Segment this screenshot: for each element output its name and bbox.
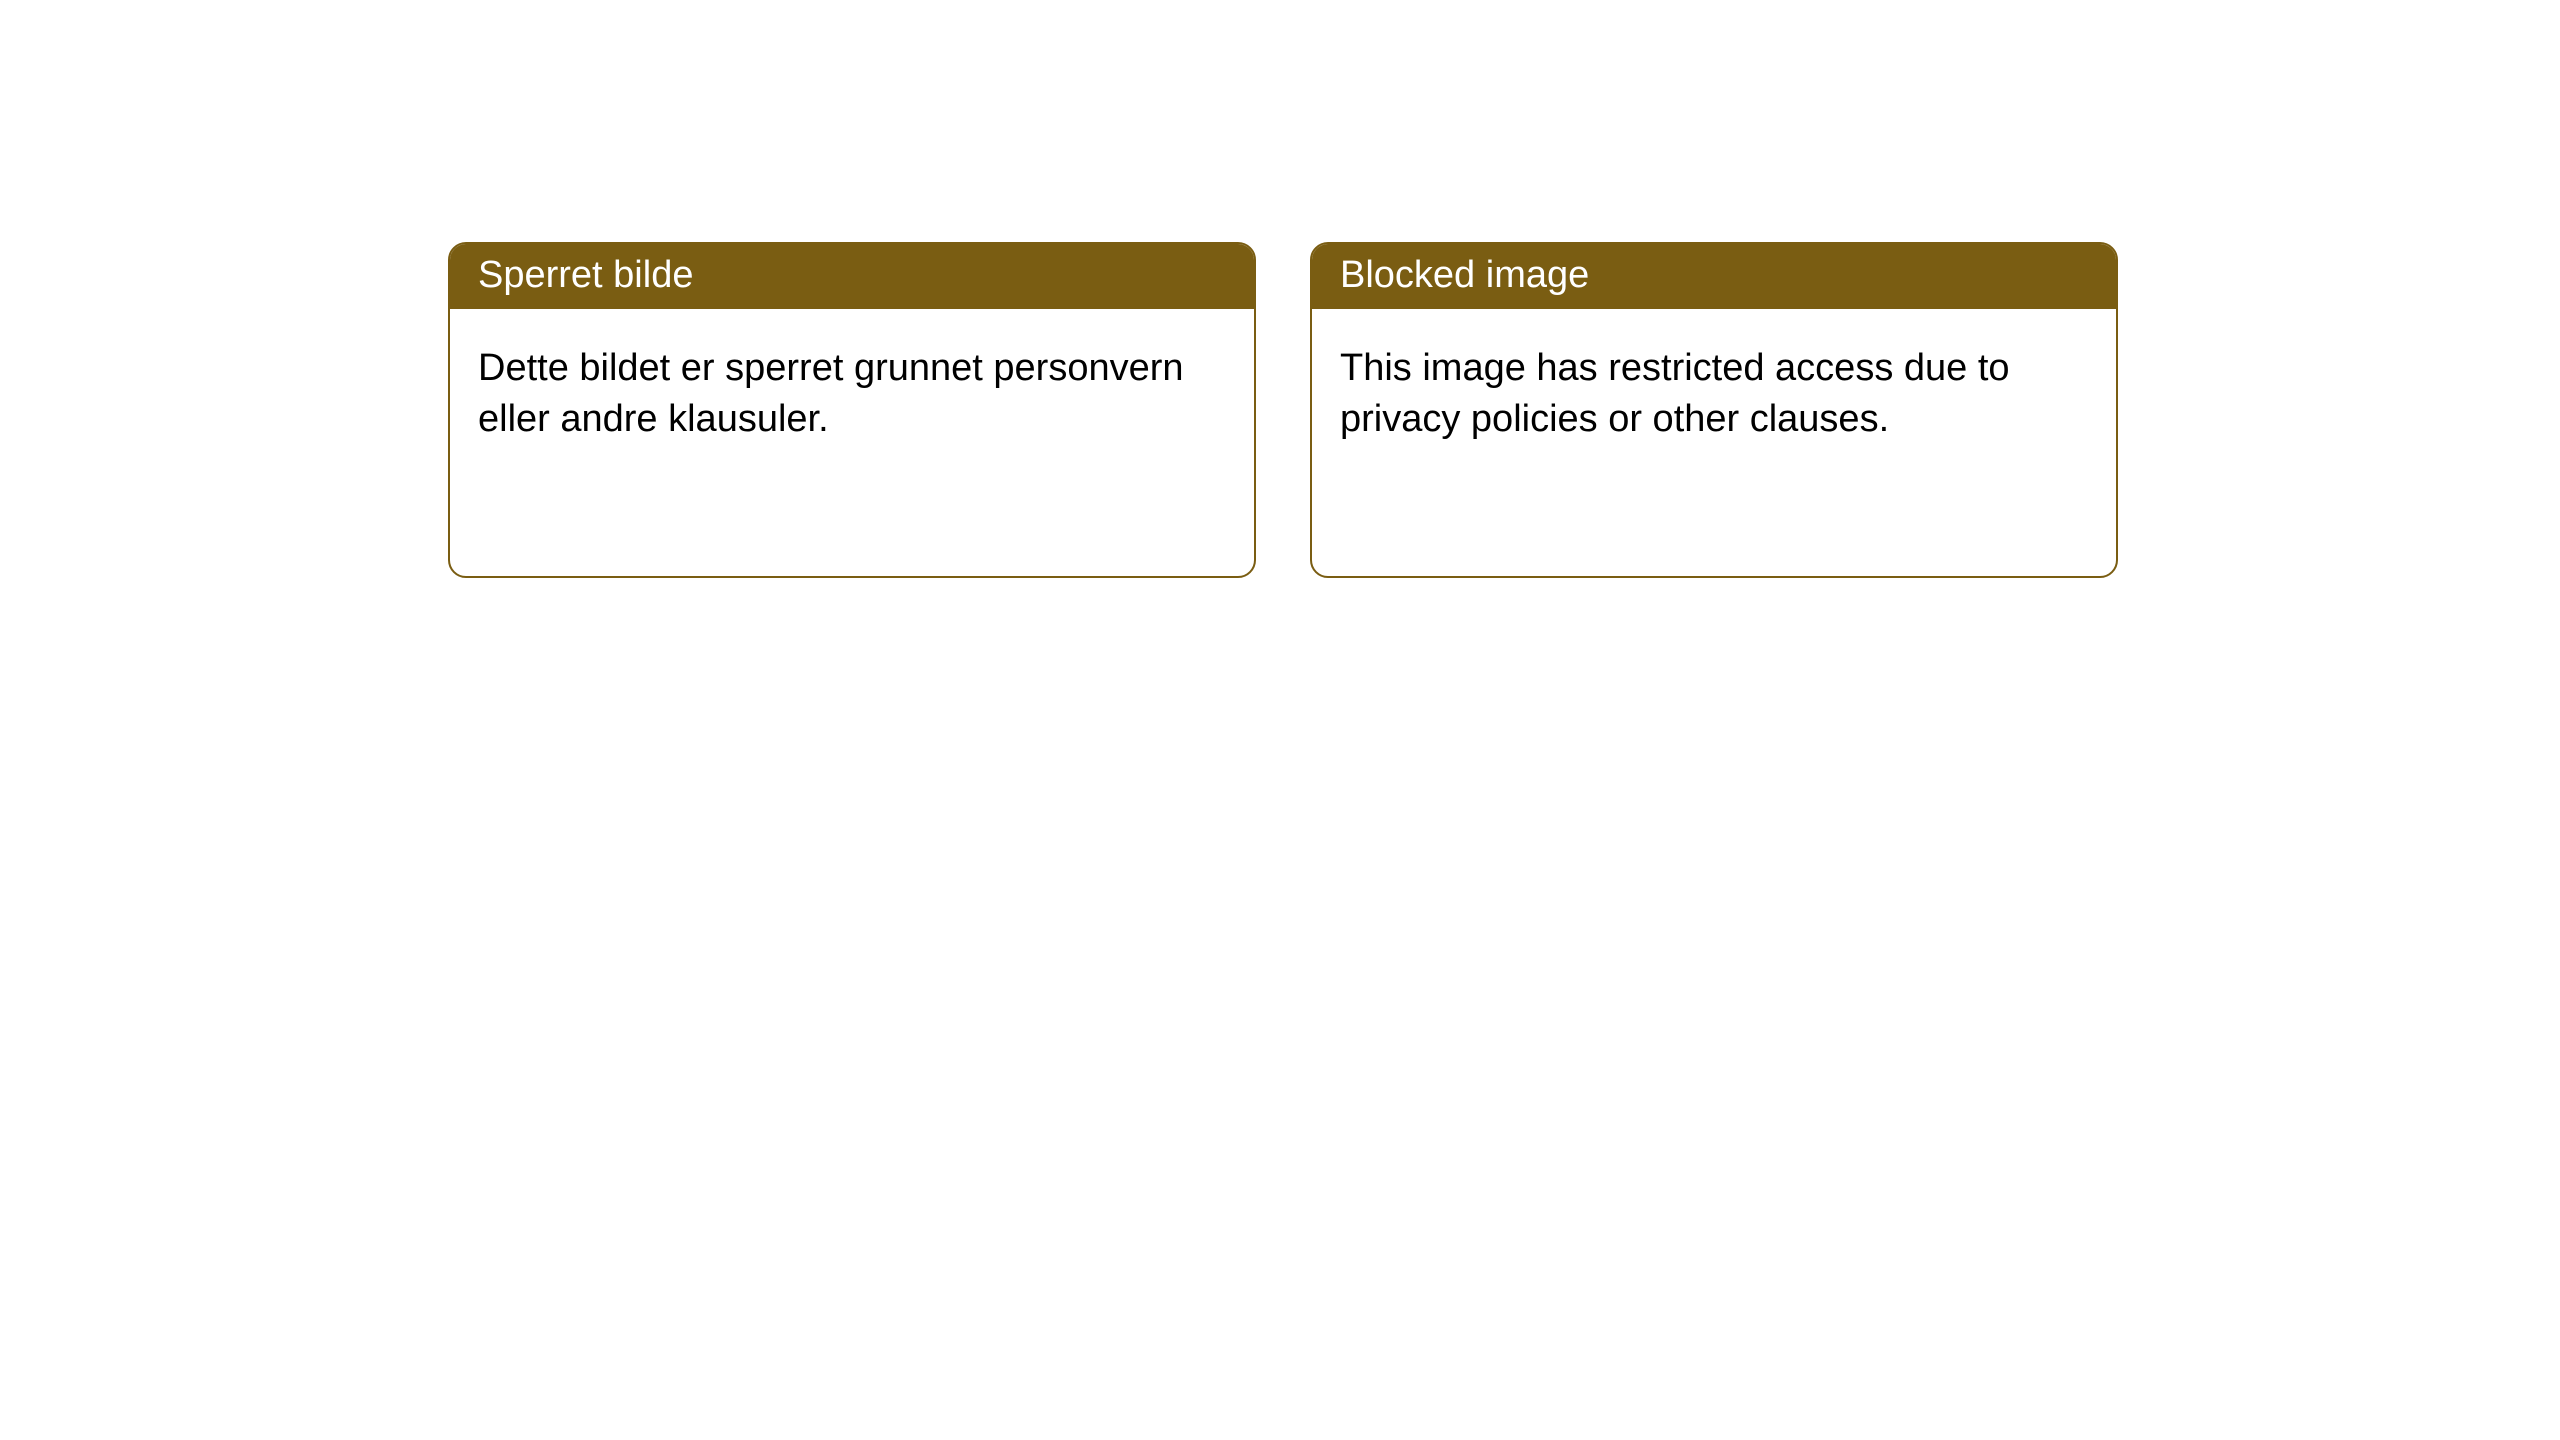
notice-card-norwegian: Sperret bilde Dette bildet er sperret gr… xyxy=(448,242,1256,578)
notice-card-english: Blocked image This image has restricted … xyxy=(1310,242,2118,578)
notice-card-title: Sperret bilde xyxy=(450,244,1254,309)
notice-card-title: Blocked image xyxy=(1312,244,2116,309)
notice-card-body: This image has restricted access due to … xyxy=(1312,309,2116,480)
notice-container: Sperret bilde Dette bildet er sperret gr… xyxy=(0,0,2560,578)
notice-card-body: Dette bildet er sperret grunnet personve… xyxy=(450,309,1254,480)
